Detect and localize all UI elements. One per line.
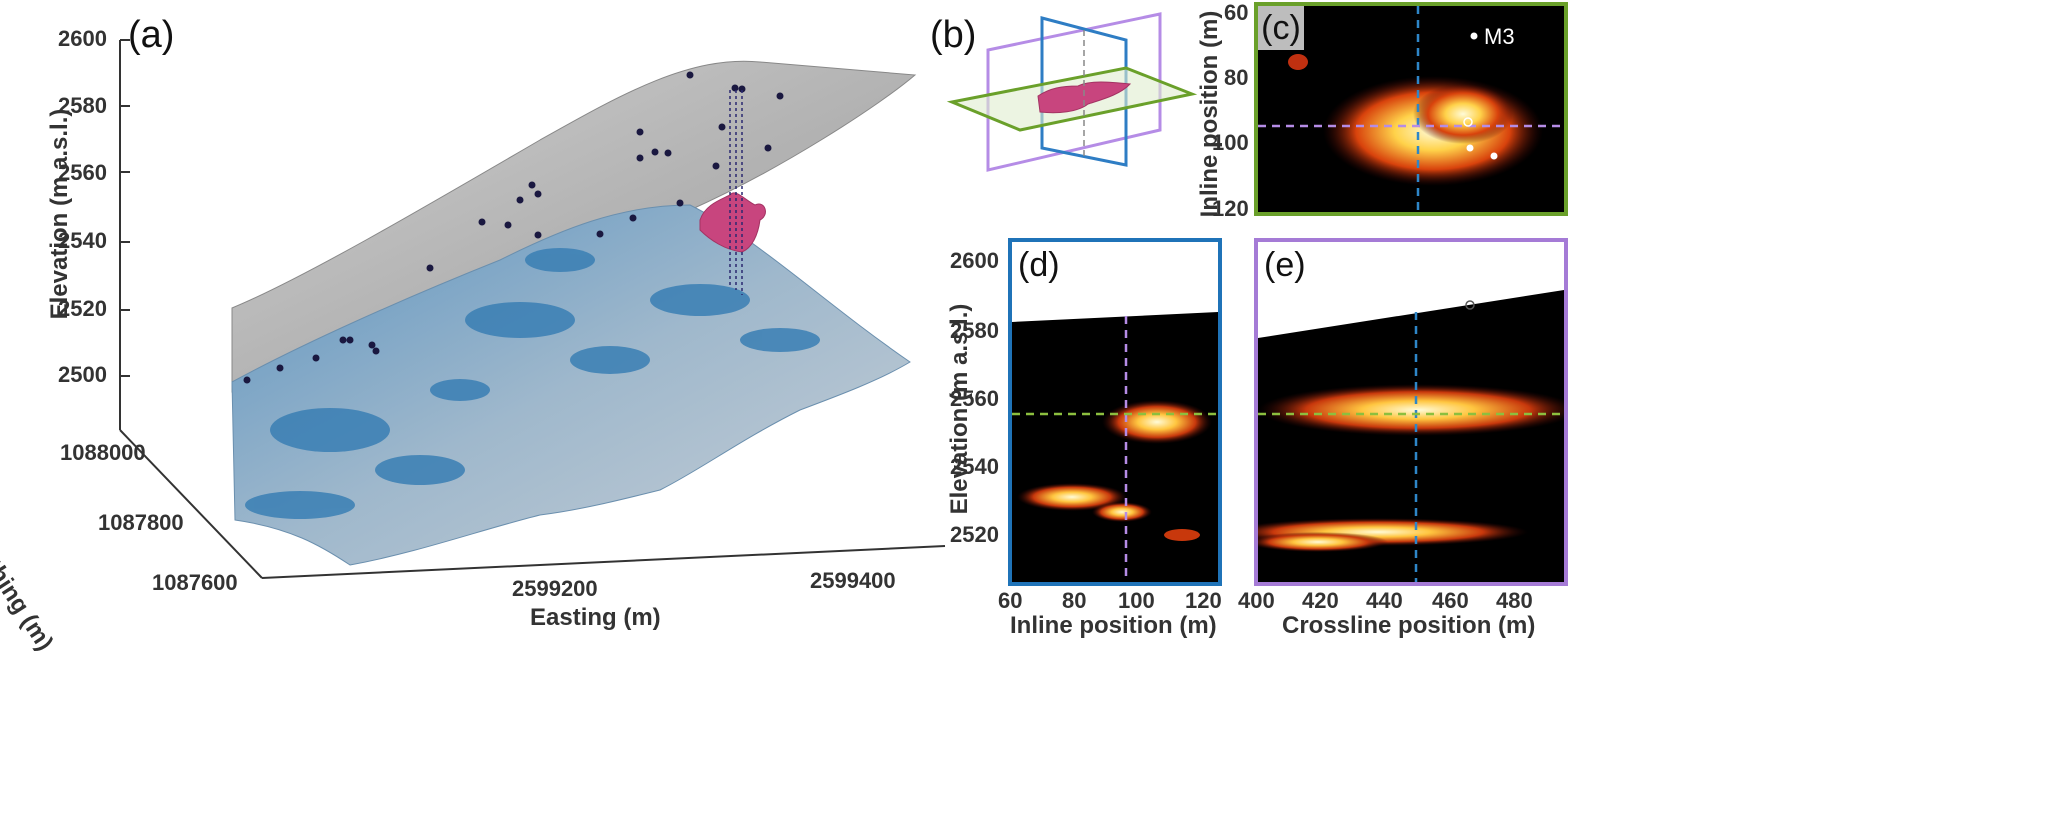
- c-y-tick-1: 80: [1224, 65, 1249, 90]
- d-y-tick-3: 2540: [950, 454, 999, 479]
- void-body: [699, 192, 766, 253]
- e-x-axis-label: Crossline position (m): [1282, 612, 1536, 639]
- panel-c-letter: (c): [1258, 6, 1304, 50]
- m3-marker: [1470, 32, 1478, 40]
- panel-a-letter: (a): [128, 14, 175, 56]
- c-y-tick-2: 100: [1212, 130, 1249, 155]
- d-x-tick-0: 60: [998, 588, 1023, 613]
- y-tick-0: 1088000: [60, 440, 146, 465]
- e-x-tick-4: 480: [1496, 588, 1533, 613]
- y-tick-1: 1087800: [98, 510, 184, 535]
- e-x-tick-3: 460: [1432, 588, 1469, 613]
- z-tick-1: 2580: [58, 93, 107, 118]
- c-y-axis-label: Inline position (m): [1196, 10, 1223, 218]
- station-dots: [243, 71, 784, 384]
- panel-d-letter: (d): [1018, 246, 1060, 284]
- crossline-plane: [986, 12, 1162, 172]
- c-y-tick-3: 120: [1212, 196, 1249, 221]
- e-x-tick-0: 400: [1238, 588, 1275, 613]
- panel-e-heatmap: [1258, 290, 1564, 582]
- z-tick-0: 2600: [58, 26, 107, 51]
- d-y-tick-1: 2580: [950, 318, 999, 343]
- z-axis-label: Elevation (m a.s.l.): [46, 108, 73, 320]
- y-axis-line: [119, 429, 263, 579]
- e-x-tick-2: 440: [1366, 588, 1403, 613]
- z-tick-5: 2500: [58, 362, 107, 387]
- glacier-ice-patches: [245, 248, 820, 519]
- y-tick-2: 1087600: [152, 570, 238, 595]
- d-x-axis-label: Inline position (m): [1010, 612, 1217, 639]
- e-x-tick-1: 420: [1302, 588, 1339, 613]
- panel-e-frame: (e): [1254, 238, 1568, 586]
- panel-d-heatmap: [1012, 312, 1218, 582]
- d-x-tick-2: 100: [1118, 588, 1155, 613]
- z-tick-3: 2540: [58, 228, 107, 253]
- x-axis-line: [261, 545, 946, 579]
- borehole-lines: [729, 90, 743, 295]
- panel-d-frame: (d): [1008, 238, 1222, 586]
- d-x-tick-1: 80: [1062, 588, 1087, 613]
- z-axis-ticks: [120, 39, 130, 377]
- m3-label: M3: [1484, 24, 1515, 49]
- d-y-tick-4: 2520: [950, 522, 999, 547]
- panel-a-3d-plot: [119, 39, 946, 579]
- z-tick-2: 2560: [58, 160, 107, 185]
- panel-c-frame: M3 (c): [1254, 2, 1568, 216]
- d-y-tick-2: 2560: [950, 386, 999, 411]
- panel-e-letter: (e): [1264, 246, 1306, 284]
- panel-b-letter: (b): [930, 14, 977, 56]
- d-y-tick-0: 2600: [950, 248, 999, 273]
- c-y-tick-0: 60: [1224, 0, 1249, 25]
- d-y-axis-label: Elevation (m a.s.l.): [946, 303, 973, 515]
- x-tick-0: 2599200: [512, 576, 598, 601]
- panel-c-heatmap: [1258, 6, 1564, 212]
- x-axis-label: Easting (m): [530, 604, 661, 631]
- horizontal-plane: [946, 66, 1198, 132]
- void-body-small: [1037, 81, 1132, 114]
- z-tick-4: 2520: [58, 296, 107, 321]
- d-x-tick-3: 120: [1185, 588, 1222, 613]
- x-tick-1: 2599400: [810, 568, 896, 593]
- inline-plane: [1040, 16, 1128, 167]
